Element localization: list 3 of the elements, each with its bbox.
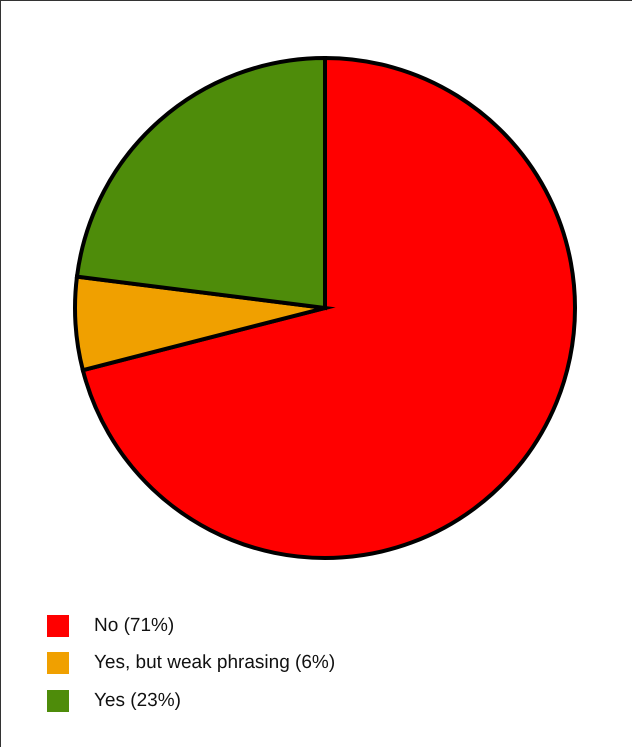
legend-label: Yes, but weak phrasing (6%) xyxy=(94,652,336,674)
legend-label: No (71%) xyxy=(94,614,174,637)
legend-label: Yes (23%) xyxy=(94,690,181,712)
